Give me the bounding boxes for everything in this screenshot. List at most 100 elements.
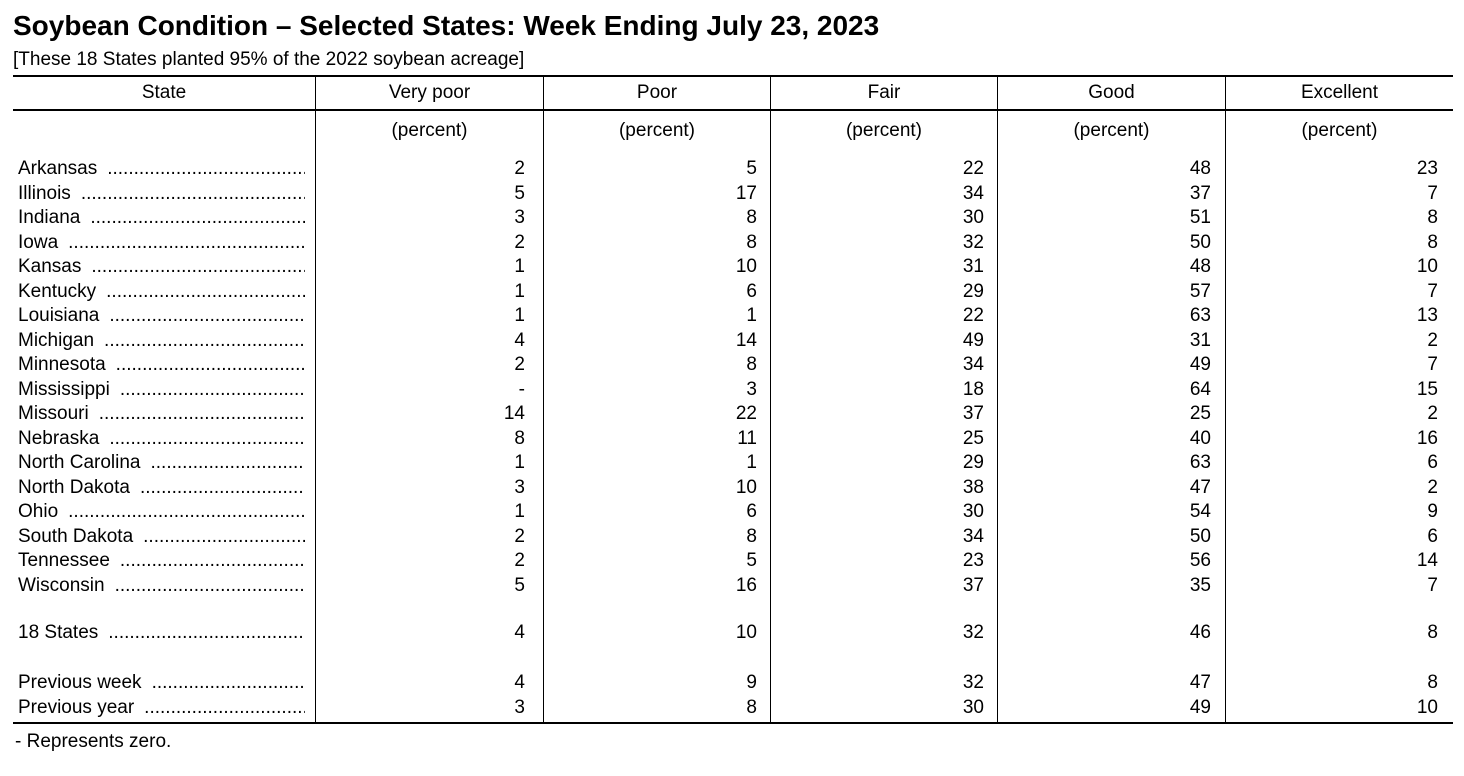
state-name: North Carolina: [18, 452, 141, 473]
state-name: Previous year: [18, 696, 135, 718]
cell-very-poor: 1: [514, 280, 525, 302]
state-name: Kansas: [18, 256, 82, 277]
dot-leader: ........................................…: [115, 354, 305, 375]
cell-poor: 6: [746, 280, 757, 302]
cell-good: 47: [1189, 672, 1211, 693]
state-cell: Ohio....................................…: [18, 500, 305, 525]
cell-excellent: 6: [1427, 525, 1438, 547]
table-top-rule: [13, 75, 1453, 77]
cell-poor: 10: [735, 256, 757, 277]
state-name: Mississippi: [18, 378, 110, 400]
cell-good: 40: [1189, 427, 1211, 449]
state-cell: Previous week...........................…: [18, 671, 305, 696]
state-name: Kentucky: [18, 280, 97, 302]
dot-leader: ........................................…: [68, 501, 305, 522]
cell-good: 35: [1189, 574, 1211, 596]
cell-very-poor: 2: [514, 354, 525, 375]
cell-fair: 22: [962, 305, 984, 326]
dot-leader: ........................................…: [150, 452, 306, 473]
cell-very-poor: 1: [514, 452, 525, 473]
state-cell: Minnesota...............................…: [18, 353, 305, 378]
cell-good: 46: [1189, 622, 1211, 643]
cell-good: 51: [1189, 207, 1211, 228]
cell-poor: 17: [735, 182, 757, 204]
cell-very-poor: 1: [514, 501, 525, 522]
table-row: Missouri................................…: [13, 402, 1453, 427]
state-name: Minnesota: [18, 354, 106, 375]
state-name: Arkansas: [18, 158, 98, 179]
cell-poor: 16: [735, 574, 757, 596]
dot-leader: ........................................…: [119, 378, 305, 400]
cell-excellent: 13: [1416, 305, 1438, 326]
cell-poor: 9: [746, 672, 757, 693]
unit-label: (percent): [1073, 120, 1150, 141]
state-name: Illinois: [18, 182, 71, 204]
cell-fair: 37: [962, 403, 984, 424]
cell-fair: 32: [962, 231, 984, 253]
dot-leader: ........................................…: [114, 574, 305, 596]
state-cell: Previous year...........................…: [18, 696, 305, 721]
dot-leader: ........................................…: [109, 305, 305, 326]
cell-poor: 8: [746, 354, 757, 375]
cell-poor: 1: [746, 452, 757, 473]
cell-fair: 49: [962, 329, 984, 351]
state-name: Nebraska: [18, 427, 100, 449]
cell-good: 57: [1189, 280, 1211, 302]
cell-fair: 29: [962, 452, 984, 473]
table-row: South Dakota............................…: [13, 525, 1453, 550]
cell-fair: 31: [962, 256, 984, 277]
cell-very-poor: 1: [514, 305, 525, 326]
cell-very-poor: 8: [514, 427, 525, 449]
dot-leader: ........................................…: [151, 672, 305, 693]
cell-excellent: 8: [1427, 231, 1438, 253]
cell-poor: 10: [735, 476, 757, 498]
column-divider: [315, 75, 316, 724]
cell-good: 47: [1189, 476, 1211, 498]
cell-excellent: 2: [1427, 329, 1438, 351]
cell-good: 64: [1189, 378, 1211, 400]
state-cell: Missouri................................…: [18, 402, 305, 427]
state-name: South Dakota: [18, 525, 134, 547]
cell-good: 54: [1189, 501, 1211, 522]
cell-good: 50: [1189, 525, 1211, 547]
cell-fair: 18: [962, 378, 984, 400]
cell-very-poor: 2: [514, 158, 525, 179]
dot-leader: ........................................…: [90, 207, 305, 228]
state-name: Missouri: [18, 403, 89, 424]
cell-very-poor: 14: [503, 403, 525, 424]
cell-fair: 37: [962, 574, 984, 596]
state-cell: 18 States...............................…: [18, 621, 305, 646]
table-row: Iowa....................................…: [13, 231, 1453, 256]
state-cell: Louisiana...............................…: [18, 304, 305, 329]
cell-poor: 6: [746, 501, 757, 522]
dot-leader: ........................................…: [119, 550, 305, 571]
page-subtitle: [These 18 States planted 95% of the 2022…: [13, 49, 525, 70]
cell-good: 63: [1189, 452, 1211, 473]
state-cell: Michigan................................…: [18, 329, 305, 354]
cell-fair: 30: [962, 501, 984, 522]
cell-fair: 29: [962, 280, 984, 302]
comparison-row: Previous week...........................…: [13, 671, 1453, 696]
cell-fair: 22: [962, 158, 984, 179]
unit-label: (percent): [845, 120, 923, 141]
cell-fair: 32: [962, 622, 984, 643]
cell-poor: 22: [735, 403, 757, 424]
cell-fair: 38: [962, 476, 984, 498]
state-cell: North Carolina..........................…: [18, 451, 305, 476]
condition-table: State Very poor Poor Fair Good Excellent…: [13, 75, 1453, 724]
cell-excellent: 9: [1427, 501, 1438, 522]
state-name: Wisconsin: [18, 574, 105, 596]
cell-good: 37: [1189, 182, 1211, 204]
cell-excellent: 8: [1427, 672, 1438, 693]
state-cell: Kansas..................................…: [18, 255, 305, 280]
column-divider: [1225, 75, 1226, 724]
state-cell: Nebraska................................…: [18, 427, 305, 452]
cell-very-poor: 1: [514, 256, 525, 277]
dot-leader: ........................................…: [104, 329, 305, 351]
column-divider: [770, 75, 771, 724]
cell-very-poor: 3: [514, 696, 525, 718]
cell-excellent: 8: [1427, 622, 1438, 643]
cell-excellent: 15: [1416, 378, 1438, 400]
dot-leader: ........................................…: [106, 280, 305, 302]
cell-excellent: 7: [1427, 182, 1438, 204]
